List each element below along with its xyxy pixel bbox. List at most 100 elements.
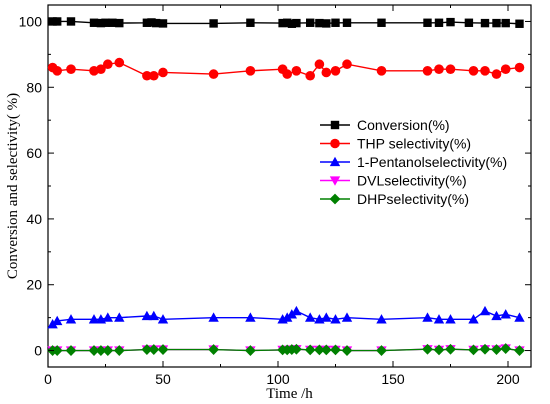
data-point — [148, 310, 159, 321]
data-point — [446, 17, 455, 27]
data-point — [158, 19, 168, 28]
x-tick-label: 50 — [155, 371, 171, 387]
data-point — [102, 345, 114, 356]
data-point — [376, 345, 387, 356]
data-point — [53, 17, 62, 26]
data-point — [209, 19, 218, 28]
data-point — [157, 314, 169, 324]
data-point — [246, 18, 255, 27]
data-point — [422, 66, 433, 76]
data-point — [330, 66, 341, 76]
data-point — [445, 314, 456, 324]
data-point — [113, 345, 125, 356]
data-point — [148, 344, 160, 355]
legend-marker — [329, 176, 341, 186]
data-point — [292, 18, 301, 28]
data-point — [314, 344, 325, 356]
data-point — [500, 64, 511, 74]
legend-label: THP selectivity(%) — [357, 136, 471, 152]
data-point — [158, 67, 168, 78]
data-point — [315, 18, 324, 28]
data-point — [245, 345, 256, 356]
data-point — [321, 312, 332, 322]
data-point — [208, 312, 219, 322]
data-point — [321, 67, 332, 78]
data-point — [445, 343, 456, 355]
series-1 — [48, 17, 524, 28]
data-point — [305, 312, 316, 322]
x-tick-label: 150 — [381, 371, 405, 387]
data-point — [149, 70, 159, 81]
data-point — [115, 18, 124, 28]
data-point — [142, 70, 152, 81]
data-point — [96, 18, 106, 28]
data-point — [286, 309, 297, 319]
legend-label: DVLselectivity(%) — [357, 173, 467, 189]
data-point — [141, 310, 153, 321]
data-point — [291, 305, 302, 316]
data-point — [305, 70, 316, 81]
data-point — [96, 64, 106, 74]
data-point — [514, 345, 525, 356]
data-point — [108, 18, 117, 27]
data-point — [491, 310, 502, 321]
data-point — [491, 344, 502, 355]
legend-label: Conversion(%) — [357, 117, 450, 133]
data-point — [468, 66, 479, 76]
data-point — [377, 18, 386, 27]
y-tick-label: 80 — [26, 79, 42, 95]
data-point — [291, 343, 302, 355]
legend-marker — [329, 156, 341, 167]
data-point — [423, 18, 432, 27]
data-point — [322, 19, 331, 28]
x-tick-label: 0 — [44, 371, 52, 387]
data-point — [147, 18, 156, 27]
data-point — [291, 66, 302, 76]
data-point — [101, 18, 110, 27]
legend: Conversion(%) THP selectivity(%) 1-Pentano… — [320, 117, 507, 207]
data-point — [278, 18, 287, 28]
data-point — [341, 345, 353, 356]
data-point — [114, 57, 125, 68]
data-point — [342, 59, 352, 70]
data-point — [141, 344, 153, 355]
data-point — [434, 64, 444, 74]
data-point — [245, 66, 256, 76]
series-3 — [47, 305, 525, 329]
data-point — [479, 343, 491, 355]
legend-label: DHPselectivity(%) — [357, 191, 469, 207]
data-point — [66, 17, 76, 26]
data-point — [314, 59, 325, 70]
data-point — [514, 62, 525, 73]
data-point — [151, 18, 161, 28]
data-point — [515, 19, 524, 28]
legend-item-2: THP selectivity(%) — [320, 136, 471, 152]
data-point — [88, 345, 100, 356]
data-point — [480, 66, 490, 76]
legend-item-4: DVLselectivity(%) — [320, 173, 467, 189]
data-point — [376, 314, 387, 324]
data-point — [114, 312, 125, 322]
data-point — [479, 305, 491, 316]
data-point — [142, 18, 152, 27]
data-point — [88, 314, 100, 324]
y-tick-label: 40 — [26, 211, 42, 227]
data-point — [102, 312, 113, 322]
data-point — [52, 66, 62, 76]
data-point — [282, 69, 293, 79]
series-layer — [47, 17, 525, 356]
y-axis-title: Conversion and selectivity( %) — [5, 93, 21, 279]
legend-item-3: 1-Pentanolselectivity(%) — [320, 154, 507, 170]
data-point — [464, 18, 474, 27]
data-point — [95, 345, 107, 356]
data-point — [330, 314, 341, 324]
data-point — [342, 18, 352, 27]
legend-item-1: Conversion(%) — [320, 117, 450, 133]
data-point — [422, 343, 433, 355]
data-point — [66, 64, 76, 74]
data-point — [445, 64, 456, 74]
legend-label: 1-Pentanolselectivity(%) — [357, 154, 507, 170]
axes: 0 50 100 150 200 0 20 40 60 80 100 — [19, 5, 531, 387]
data-point — [47, 319, 58, 329]
